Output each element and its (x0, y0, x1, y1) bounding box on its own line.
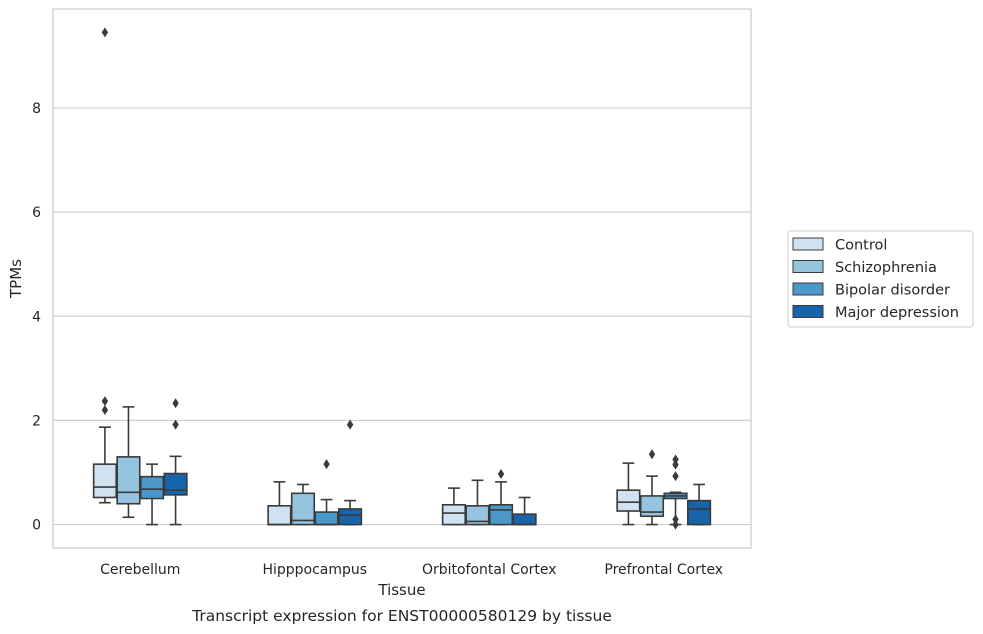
outlier-point (323, 459, 330, 470)
box-schizophrenia (639, 449, 665, 526)
outlier-point (172, 398, 179, 409)
legend-label: Major depression (835, 305, 959, 321)
outlier-point (497, 469, 505, 480)
legend-label: Schizophrenia (835, 260, 937, 276)
box-schizophrenia (290, 483, 316, 526)
x-tick-label: Hipppocampus (262, 562, 367, 578)
box-iqr (338, 508, 363, 526)
legend: Control Schizophrenia Bipolar disorder Majo… (787, 230, 974, 328)
box-iqr (441, 503, 466, 526)
box-layer (92, 27, 712, 530)
y-tick-label: 2 (32, 413, 41, 429)
outlier-point (101, 27, 109, 38)
box-control (267, 481, 292, 526)
box-control (92, 396, 117, 504)
box-schizophrenia (465, 479, 490, 526)
outlier-point (101, 404, 109, 415)
legend-label: Control (835, 238, 887, 254)
box-iqr (163, 472, 188, 496)
y-tick-label: 4 (32, 309, 41, 325)
legend-label: Bipolar disorder (835, 283, 950, 299)
outlier-point (672, 459, 679, 470)
x-axis-label: Tissue (377, 581, 425, 599)
x-tick-labels: Cerebellum Hipppocampus Orbitofontal Corte… (100, 562, 723, 578)
legend-frame (787, 230, 974, 328)
y-tick-labels: 0 2 4 6 8 (32, 101, 41, 534)
chart-caption: Transcript expression for ENST0000058012… (191, 607, 612, 625)
y-tick-label: 0 (32, 518, 41, 534)
box-control (616, 462, 641, 526)
box-bipolar-disorder (139, 463, 165, 526)
box-major-depression (163, 398, 188, 526)
box-iqr (465, 505, 490, 526)
legend-item: Schizophrenia (792, 260, 937, 276)
outlier-point (672, 471, 679, 482)
outlier-point (672, 519, 679, 530)
box-iqr (139, 475, 165, 500)
box-iqr (639, 495, 665, 518)
outlier-point (672, 514, 679, 525)
box-iqr (488, 503, 514, 526)
outlier-point (172, 419, 179, 430)
y-tick-label: 6 (32, 205, 41, 221)
y-axis-label: TPMs (7, 259, 25, 299)
grid-lines (53, 107, 751, 526)
legend-item: Bipolar disorder (792, 282, 950, 299)
box-iqr (512, 513, 537, 526)
box-bipolar-disorder (314, 459, 339, 526)
x-tick-label: Prefrontal Cortex (604, 562, 723, 578)
outlier-point (672, 454, 679, 465)
box-iqr (314, 511, 339, 526)
legend-item: Major depression (792, 305, 959, 321)
box-major-depression (512, 496, 537, 526)
outlier-point (101, 396, 109, 407)
x-tick-label: Orbitofontal Cortex (422, 562, 557, 578)
box-major-depression (687, 483, 712, 526)
y-tick-label: 8 (32, 101, 41, 117)
outlier-point (346, 419, 354, 430)
plot-frame (52, 8, 752, 549)
legend-swatch (792, 237, 824, 251)
box-iqr (267, 505, 292, 526)
box-iqr (290, 492, 316, 526)
box-control (441, 487, 466, 526)
box-iqr (92, 463, 117, 499)
box-bipolar-disorder (488, 469, 514, 526)
box-schizophrenia (116, 406, 141, 519)
box-major-depression (338, 419, 363, 526)
box-iqr (116, 456, 141, 505)
box-bipolar-disorder (663, 454, 688, 530)
legend-swatch (792, 260, 824, 273)
legend-item: Control (792, 237, 887, 254)
legend-swatch (792, 282, 824, 296)
outlier-point (648, 449, 656, 460)
x-tick-label: Cerebellum (100, 562, 180, 578)
legend-swatch (792, 305, 824, 318)
box-iqr (687, 499, 712, 526)
box-iqr (616, 489, 641, 512)
